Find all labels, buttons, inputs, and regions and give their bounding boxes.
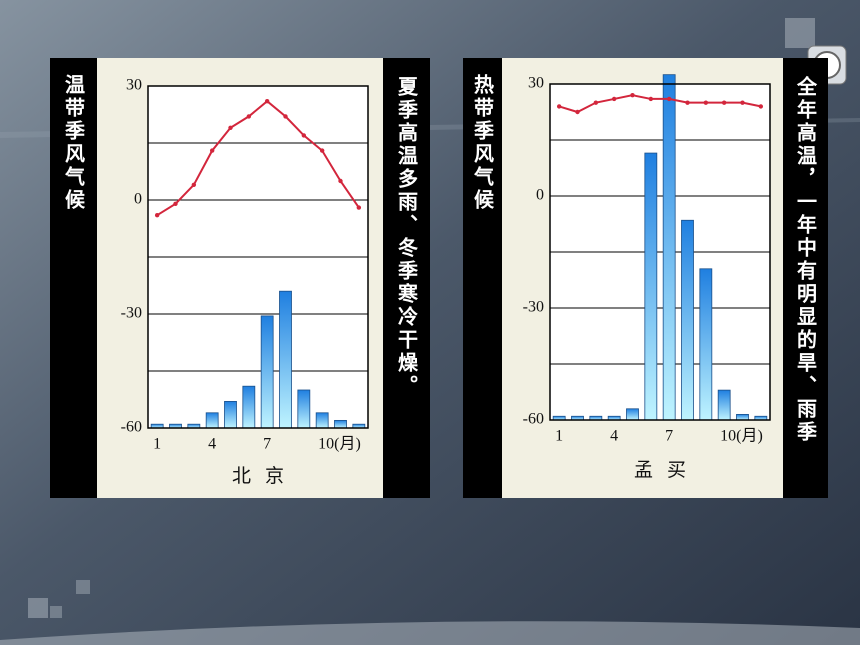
- decor-square: [28, 598, 48, 618]
- temp-point: [740, 100, 745, 105]
- temp-point: [648, 96, 654, 102]
- precip-bar: [717, 389, 731, 421]
- y-tick-label: 30: [528, 75, 544, 92]
- side-strip: [50, 58, 97, 498]
- temp-point: [264, 99, 270, 104]
- decor-square: [50, 606, 62, 618]
- x-tick-label: 4: [208, 436, 216, 453]
- precip-bar: [662, 74, 676, 421]
- temp-point: [611, 96, 617, 102]
- temp-point: [556, 104, 562, 109]
- temp-point: [630, 93, 635, 98]
- precip-bar: [681, 219, 694, 421]
- side-title: 热带季风气候: [471, 74, 495, 212]
- temp-point: [246, 114, 252, 119]
- x-tick-label: 10(月): [720, 428, 763, 445]
- precip-bar: [279, 290, 292, 429]
- x-tick-label: 7: [263, 436, 271, 453]
- y-tick-label: 0: [134, 191, 142, 208]
- temp-point: [173, 201, 178, 206]
- decor-bottom: [0, 621, 860, 645]
- side-title: 温带季风气候: [62, 73, 86, 212]
- precip-bar: [736, 413, 749, 421]
- side-note: 夏季高温多雨、冬季寒冷干燥。: [395, 76, 419, 398]
- temp-point: [721, 100, 727, 105]
- temp-point: [191, 182, 197, 187]
- city-label: 孟买: [634, 459, 700, 481]
- temp-point: [209, 148, 215, 153]
- temp-line: [558, 94, 762, 114]
- temp-point: [666, 96, 672, 102]
- y-tick-label: 0: [536, 187, 544, 204]
- precip-bar: [699, 268, 713, 421]
- precip-bar: [260, 315, 274, 429]
- temp-point: [283, 114, 288, 119]
- temp-point: [228, 125, 233, 130]
- precip-bar: [297, 389, 311, 429]
- side-strip: [463, 58, 502, 498]
- temp-point: [575, 109, 580, 115]
- precip-bar: [205, 412, 219, 429]
- decor-square: [785, 18, 815, 48]
- side-note: 全年高温，一年中有明显的旱、雨季: [794, 75, 818, 444]
- side-strip: [383, 58, 430, 498]
- temp-point: [356, 205, 362, 210]
- temp-line: [156, 99, 360, 217]
- precip-bar: [334, 419, 347, 429]
- temp-point: [685, 100, 690, 105]
- temp-point: [319, 148, 325, 153]
- y-tick-label: -60: [121, 419, 142, 436]
- precip-bar: [224, 400, 237, 429]
- temp-point: [703, 100, 709, 105]
- x-tick-label: 10(月): [318, 436, 361, 453]
- y-tick-label: -30: [523, 299, 544, 316]
- plot-frame: [147, 85, 369, 429]
- decor-square: [76, 580, 90, 594]
- precip-bar: [315, 412, 329, 429]
- plot-frame: [549, 83, 771, 421]
- precip-bar: [242, 385, 256, 429]
- temp-point: [338, 178, 343, 184]
- precip-bar: [644, 152, 658, 421]
- temp-point: [154, 213, 160, 218]
- x-tick-label: 4: [610, 428, 618, 445]
- x-tick-label: 1: [153, 436, 161, 453]
- city-label: 北京: [232, 465, 298, 487]
- x-tick-label: 1: [555, 428, 563, 445]
- temp-point: [758, 104, 764, 109]
- y-tick-label: 30: [126, 77, 142, 94]
- x-tick-label: 7: [665, 428, 673, 445]
- side-strip: [783, 58, 828, 498]
- y-tick-label: -60: [523, 411, 544, 428]
- temp-point: [301, 133, 307, 138]
- temp-point: [593, 100, 599, 105]
- precip-bar: [626, 408, 639, 421]
- y-tick-label: -30: [121, 305, 142, 322]
